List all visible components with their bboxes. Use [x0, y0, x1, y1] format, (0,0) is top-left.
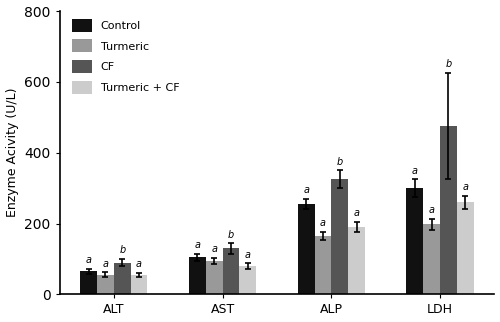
Bar [130, 275, 148, 294]
Bar [440, 126, 457, 294]
Bar [80, 271, 97, 294]
Bar [332, 179, 348, 294]
Text: a: a [211, 244, 217, 254]
Text: a: a [86, 255, 91, 265]
Bar [240, 266, 256, 294]
Bar [97, 275, 114, 294]
Bar [189, 257, 206, 294]
Text: a: a [354, 208, 360, 218]
Text: b: b [119, 245, 126, 255]
Text: a: a [412, 166, 418, 176]
Text: a: a [194, 240, 200, 250]
Text: b: b [446, 60, 452, 70]
Text: a: a [462, 182, 468, 193]
Bar [314, 236, 332, 294]
Text: b: b [336, 157, 343, 167]
Y-axis label: Enzyme Acivity (U/L): Enzyme Acivity (U/L) [6, 88, 18, 217]
Bar [222, 248, 240, 294]
Text: a: a [303, 185, 309, 195]
Text: b: b [228, 230, 234, 240]
Text: a: a [102, 259, 108, 269]
Bar [114, 262, 130, 294]
Text: a: a [245, 250, 251, 260]
Bar [424, 224, 440, 294]
Legend: Control, Turmeric, CF, Turmeric + CF: Control, Turmeric, CF, Turmeric + CF [70, 17, 182, 96]
Bar [298, 204, 314, 294]
Text: a: a [428, 205, 434, 215]
Bar [348, 227, 365, 294]
Text: a: a [320, 218, 326, 228]
Text: a: a [136, 259, 142, 269]
Bar [206, 261, 222, 294]
Bar [406, 188, 424, 294]
Bar [457, 202, 473, 294]
